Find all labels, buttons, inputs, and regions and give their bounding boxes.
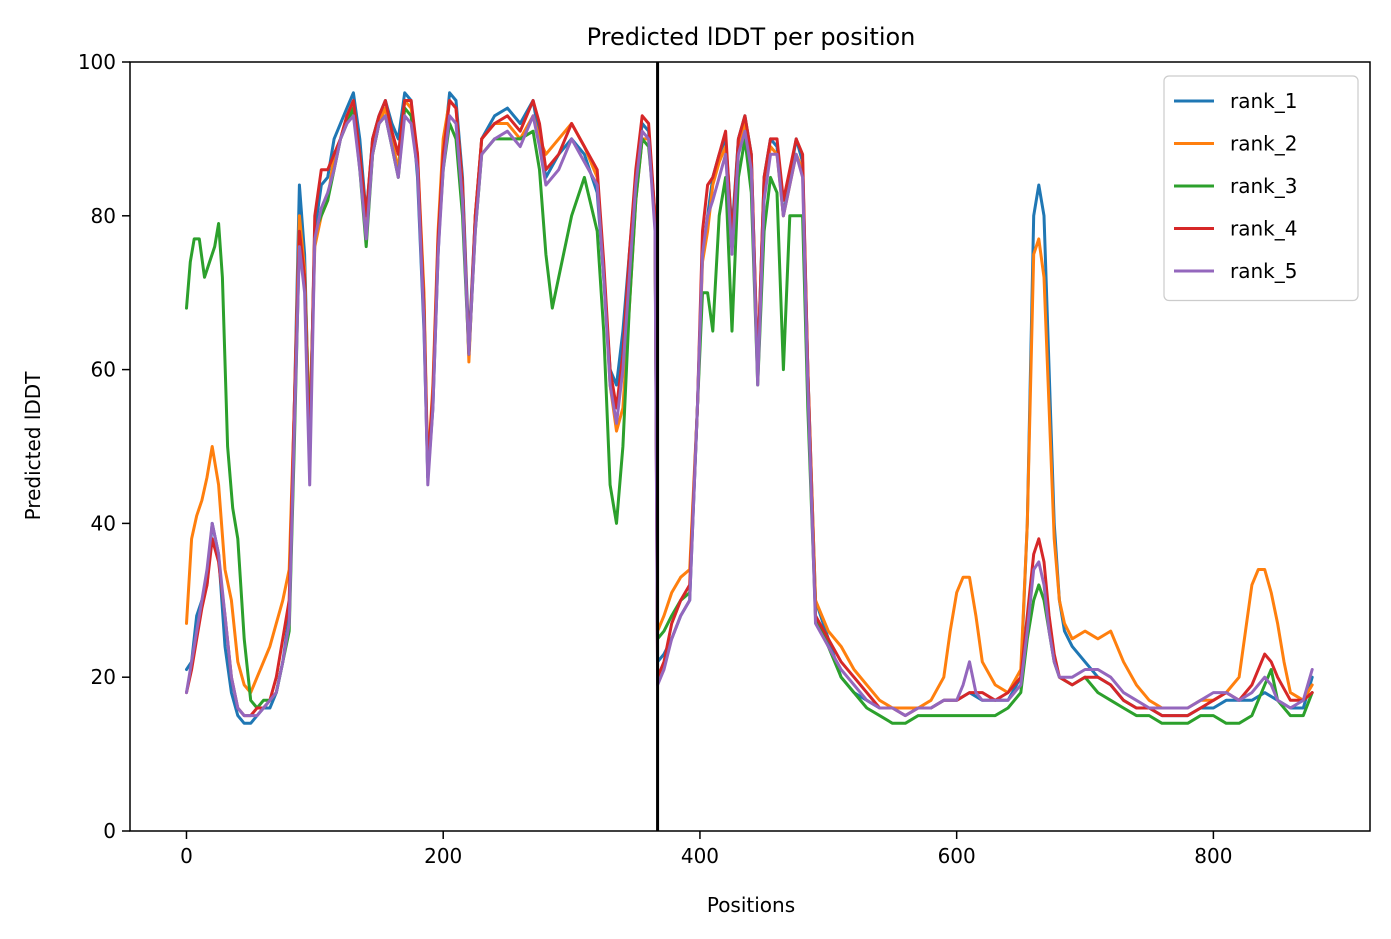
series-line-rank-5 bbox=[185, 114, 1314, 718]
plot-frame bbox=[129, 61, 1371, 832]
x-axis-title: Positions bbox=[707, 893, 795, 917]
legend-label: rank_2 bbox=[1230, 132, 1297, 156]
legend-box bbox=[1163, 75, 1359, 302]
chart-title: Predicted lDDT per position bbox=[587, 23, 916, 51]
legend-label: rank_4 bbox=[1230, 217, 1297, 241]
y-tick-label: 0 bbox=[103, 819, 116, 843]
legend-label: rank_3 bbox=[1230, 174, 1297, 198]
y-axis-title: Predicted lDDT bbox=[21, 371, 45, 521]
y-tick-label: 80 bbox=[91, 204, 116, 228]
x-tick-label: 600 bbox=[938, 844, 976, 868]
y-tick-label: 100 bbox=[78, 50, 116, 74]
y-tick-label: 20 bbox=[91, 665, 116, 689]
x-tick-label: 400 bbox=[681, 844, 719, 868]
y-tick-label: 60 bbox=[91, 358, 116, 382]
x-tick-label: 0 bbox=[180, 844, 193, 868]
legend-label: rank_5 bbox=[1230, 259, 1297, 283]
x-tick-label: 800 bbox=[1194, 844, 1232, 868]
legend-label: rank_1 bbox=[1230, 89, 1297, 113]
x-tick-label: 200 bbox=[424, 844, 462, 868]
y-tick-label: 40 bbox=[91, 511, 116, 535]
legend: rank_1 rank_2 rank_3 rank_4 rank_5 bbox=[1163, 75, 1359, 302]
ticks-layer: 0 200 400 600 800 0 20 40 60 80 100 bbox=[78, 50, 1233, 868]
